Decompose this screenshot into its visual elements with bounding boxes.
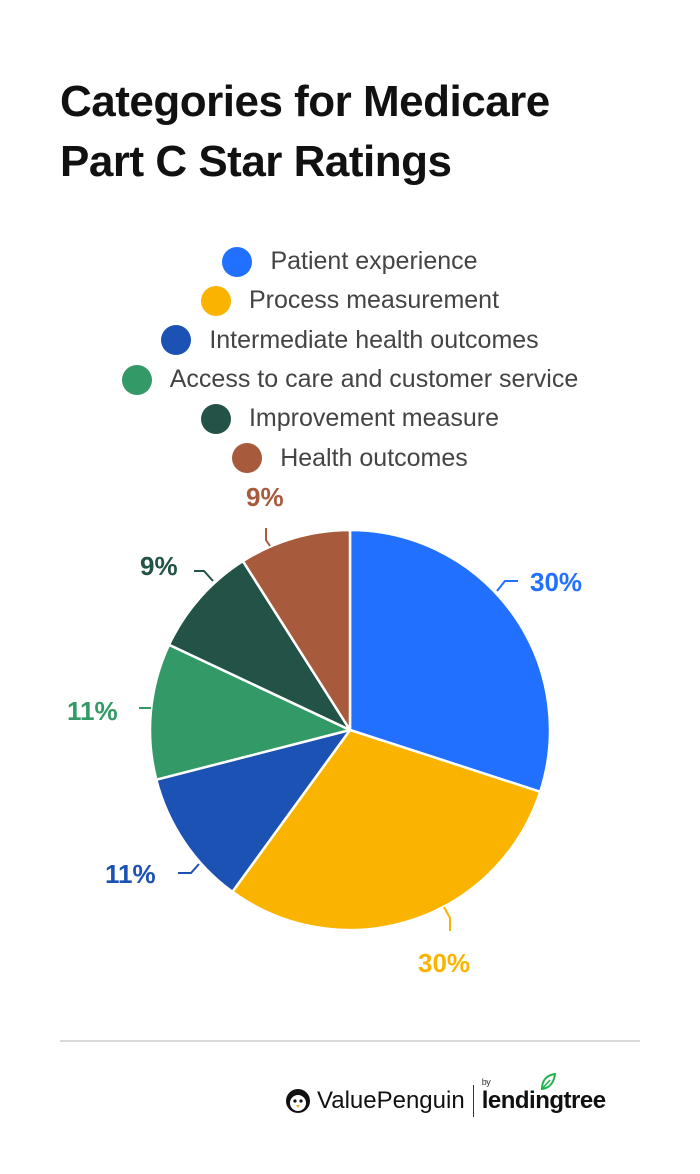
data-label-improvement-measure: 9% (140, 551, 178, 581)
pie-slice-process-measurement (231, 728, 542, 932)
legend-label: Access to care and customer service (169, 365, 579, 394)
legend-label: Process measurement (248, 286, 500, 315)
legend-label: Intermediate health outcomes (209, 325, 539, 354)
leader-line-intermediate-health-outcomes (178, 863, 200, 874)
leader-line-process-measurement (443, 906, 451, 931)
leader-line-health-outcomes (265, 528, 271, 547)
lendingtree-wordmark: by lendingtree (481, 1073, 606, 1115)
pie-slice-patient-experience (348, 528, 552, 794)
legend-swatch-icon (232, 443, 263, 474)
brand-separator (472, 1085, 474, 1117)
legend-item-health-outcomes: Health outcomes (0, 438, 700, 477)
data-label-health-outcomes: 9% (246, 482, 284, 512)
legend-swatch-icon (121, 364, 152, 395)
legend-item-intermediate-health-outcomes: Intermediate health outcomes (0, 321, 700, 360)
pie-chart: 30% 30% 11% 11% 9% 9% (67, 482, 582, 978)
chart-title-line-2: Part C Star Ratings (60, 137, 452, 186)
legend-item-access-to-care: Access to care and customer service (0, 360, 700, 399)
legend-label: Improvement measure (248, 404, 500, 433)
chart-title: Categories for Medicare Part C Star Rati… (60, 72, 660, 192)
data-label-process-measurement: 30% (418, 948, 470, 978)
leader-line-improvement-measure (194, 570, 214, 582)
legend-swatch-icon (200, 285, 231, 316)
legend-label: Health outcomes (280, 443, 468, 472)
legend-swatch-icon (222, 246, 253, 277)
pie-slice-improvement-measure (167, 559, 352, 732)
chart-title-line-1: Categories for Medicare (60, 77, 550, 126)
by-text: by (481, 1077, 491, 1087)
leaf-icon (540, 1073, 556, 1091)
legend-item-patient-experience: Patient experience (0, 242, 700, 281)
leader-line-patient-experience (496, 580, 518, 592)
pie-slice-intermediate-health-outcomes (155, 728, 352, 894)
legend-item-process-measurement: Process measurement (0, 281, 700, 320)
valuepenguin-wordmark: ValuePenguin (317, 1087, 465, 1114)
legend-swatch-icon (200, 403, 231, 434)
legend-label: Patient experience (270, 247, 478, 276)
pie-slice-health-outcomes (241, 528, 352, 732)
lendingtree-text: lendingtree (481, 1087, 606, 1114)
data-label-intermediate-health-outcomes: 11% (105, 859, 156, 889)
footer-branding: ValuePenguin by lendingtree (285, 1073, 606, 1117)
legend-swatch-icon (161, 325, 192, 356)
legend-item-improvement-measure: Improvement measure (0, 399, 700, 438)
penguin-logo-icon (286, 1089, 310, 1113)
data-label-access-to-care: 11% (67, 696, 118, 726)
pie-slice-access-to-care (148, 643, 352, 781)
data-label-patient-experience: 30% (530, 567, 582, 597)
chart-legend: Patient experience Process measurement I… (0, 242, 700, 478)
footer-divider (60, 1040, 640, 1042)
